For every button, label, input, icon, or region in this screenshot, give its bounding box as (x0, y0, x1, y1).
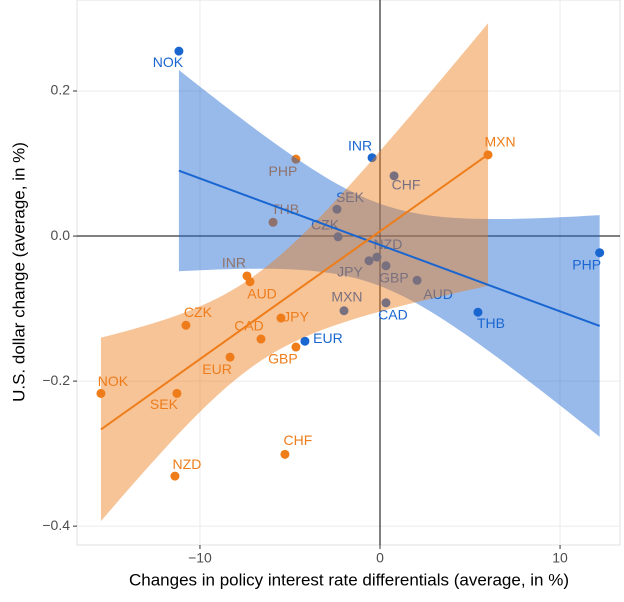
point-label: PHP (269, 163, 298, 179)
point-label: JPY (283, 309, 309, 325)
confidence-band (100, 23, 489, 522)
point (381, 261, 391, 271)
point-label: PHP (572, 256, 601, 272)
point-label: GBP (268, 351, 298, 367)
point (595, 248, 605, 258)
point-label: GBP (379, 269, 409, 285)
point (291, 342, 301, 352)
y-tick-label: 0.2 (51, 82, 71, 98)
point-label: NOK (98, 373, 129, 389)
point (291, 154, 301, 164)
x-tick-label: 0 (376, 550, 384, 566)
point (245, 277, 255, 287)
fit-line (178, 169, 601, 327)
point-label: INR (348, 137, 372, 153)
point (333, 232, 343, 242)
y-axis-label: U.S. dollar change (average, in %) (9, 142, 28, 402)
y-tick-label: 0.0 (51, 227, 71, 243)
point-label: CHF (392, 177, 421, 193)
point (280, 449, 290, 459)
point (372, 252, 382, 262)
y-tick-label: −0.4 (42, 517, 70, 533)
point-label: SEK (150, 396, 179, 412)
point-label: CAD (378, 306, 408, 322)
point (225, 352, 235, 362)
point (256, 334, 266, 344)
point (300, 336, 310, 346)
point (381, 298, 391, 308)
point (172, 388, 182, 398)
point (181, 320, 191, 330)
point (332, 204, 342, 214)
point-label: MXN (331, 288, 362, 304)
point-label: JPY (337, 263, 363, 279)
x-tick-label: 10 (552, 550, 568, 566)
point-label: CZK (184, 304, 213, 320)
fit-line (100, 153, 489, 431)
point-label: INR (222, 255, 246, 271)
point (339, 306, 349, 316)
point-label: AUD (247, 285, 277, 301)
point (367, 153, 377, 163)
point-label: THB (477, 315, 505, 331)
point (364, 256, 374, 266)
point (389, 171, 399, 181)
point (276, 313, 286, 323)
point-label: AUD (423, 286, 453, 302)
x-tick-label: −10 (188, 550, 212, 566)
point (174, 46, 184, 56)
point-label: EUR (313, 330, 343, 346)
point-label: CHF (284, 432, 313, 448)
point-label: NZD (173, 456, 202, 472)
point (96, 388, 106, 398)
point (412, 275, 422, 285)
point-label: EUR (202, 361, 232, 377)
point-label: NOK (153, 54, 184, 70)
point (170, 471, 180, 481)
confidence-band (178, 70, 600, 437)
point (268, 217, 278, 227)
point-label: SEK (336, 189, 365, 205)
point (473, 307, 483, 317)
point-label: NZD (374, 236, 403, 252)
y-tick-label: −0.2 (42, 372, 70, 388)
x-axis-label: Changes in policy interest rate differen… (129, 570, 569, 589)
point-label: MXN (484, 134, 515, 150)
